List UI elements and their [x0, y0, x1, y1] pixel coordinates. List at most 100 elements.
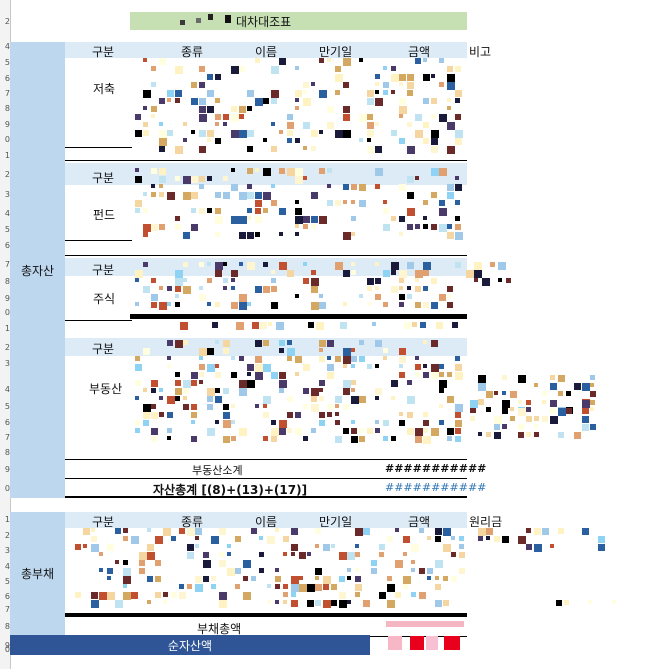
mosaic-tile	[167, 436, 171, 440]
mosaic-tile	[359, 58, 363, 62]
row-number: 1	[4, 515, 10, 524]
mosaic-tile	[295, 138, 300, 143]
mosaic-tile	[187, 544, 194, 551]
mosaic-tile	[243, 560, 251, 568]
mosaic-tile	[486, 391, 493, 398]
mosaic-tile	[215, 192, 221, 198]
mosaic-tile	[439, 114, 447, 122]
mosaic-tile	[223, 388, 229, 394]
mosaic-tile	[518, 424, 524, 430]
header-name: 이름	[255, 45, 278, 59]
mosaic-tile	[135, 356, 140, 361]
mosaic-tile	[391, 216, 396, 221]
group-label-fund: 펀드	[93, 208, 116, 222]
mosaic-tile	[260, 322, 267, 329]
mosaic-tile	[311, 388, 319, 396]
mosaic-tile	[423, 270, 429, 276]
mosaic-tile	[399, 106, 407, 114]
mosaic-tile	[275, 568, 279, 572]
mosaic-tile	[327, 168, 332, 173]
mosaic-tile	[159, 396, 163, 400]
mosaic-tile	[159, 388, 163, 392]
mosaic-tile	[139, 560, 145, 566]
mosaic-tile	[199, 106, 206, 113]
mosaic-tile	[383, 302, 388, 307]
mosaic-tile	[207, 90, 214, 97]
fund-header-category: 구분	[92, 171, 115, 185]
mosaic-tile	[534, 528, 541, 535]
liabilities-section-label: 총부채	[10, 512, 65, 635]
mosaic-tile	[455, 114, 461, 120]
mosaic-tile	[191, 404, 197, 410]
mosaic-tile	[107, 544, 114, 551]
mosaic-tile	[303, 262, 307, 266]
mosaic-tile	[231, 114, 239, 122]
mosaic-tile	[343, 364, 347, 368]
mosaic-tile	[207, 428, 215, 436]
mosaic-tile	[303, 82, 309, 88]
mosaic-tile	[351, 364, 355, 368]
mosaic-tile	[407, 208, 415, 216]
assets-total-label: 자산총계 [(8)+(13)+(17)]	[153, 483, 308, 497]
mosaic-tile	[359, 138, 363, 142]
mosaic-tile	[403, 584, 408, 589]
mosaic-tile	[199, 114, 207, 122]
mosaic-tile	[343, 82, 349, 88]
mosaic-tile	[510, 416, 515, 421]
mosaic-tile	[147, 544, 154, 551]
mosaic-tile	[175, 98, 180, 103]
mosaic-tile	[295, 372, 299, 376]
mosaic-tile	[415, 356, 419, 360]
mosaic-tile	[291, 600, 298, 607]
mosaic-tile	[199, 146, 206, 153]
mosaic-tile	[199, 66, 205, 72]
mosaic-tile	[247, 184, 252, 189]
mosaic-tile	[183, 388, 189, 394]
mosaic-tile	[327, 364, 334, 371]
mosaic-tile	[179, 592, 186, 599]
mosaic-tile	[335, 412, 339, 416]
mosaic-tile	[259, 552, 264, 557]
mosaic-tile	[311, 192, 318, 199]
mosaic-tile	[387, 600, 395, 608]
assets-total-value: ###########	[385, 481, 487, 494]
title-mosaic	[225, 15, 231, 23]
mosaic-tile	[231, 372, 237, 378]
mosaic-tile	[590, 391, 596, 397]
mosaic-tile	[207, 364, 215, 372]
row-number: 2	[4, 343, 10, 352]
mosaic-tile	[235, 584, 240, 589]
mosaic-tile	[359, 340, 364, 345]
mosaic-tile	[383, 208, 389, 214]
mosaic-tile	[219, 552, 224, 557]
liab-total-value-mosaic	[386, 621, 464, 627]
mosaic-tile	[211, 536, 219, 544]
mosaic-tile	[439, 82, 444, 87]
mosaic-tile	[263, 364, 271, 372]
mosaic-tile	[359, 396, 366, 403]
mosaic-tile	[375, 420, 379, 424]
mosaic-tile	[534, 416, 539, 421]
mosaic-tile	[259, 536, 263, 540]
mosaic-tile	[151, 82, 156, 87]
mosaic-tile	[319, 420, 325, 426]
mosaic-tile	[207, 388, 215, 396]
mosaic-tile	[327, 356, 331, 360]
mosaic-tile	[143, 412, 150, 419]
row-number: 8	[4, 277, 10, 286]
mosaic-tile	[175, 90, 182, 97]
mosaic-tile	[494, 432, 501, 439]
liab-header-maturity: 만기일	[319, 515, 353, 529]
mosaic-tile	[295, 224, 299, 228]
mosaic-tile	[295, 168, 303, 176]
mosaic-tile	[550, 408, 556, 414]
mosaic-tile	[335, 404, 339, 408]
mosaic-tile	[367, 90, 374, 97]
mosaic-tile	[415, 436, 422, 443]
mosaic-tile	[399, 420, 405, 426]
mosaic-tile	[199, 356, 203, 360]
row-number: 4	[4, 562, 10, 571]
group-label-stock: 주식	[93, 292, 116, 306]
mosaic-tile	[447, 224, 452, 229]
mosaic-tile	[247, 232, 254, 239]
